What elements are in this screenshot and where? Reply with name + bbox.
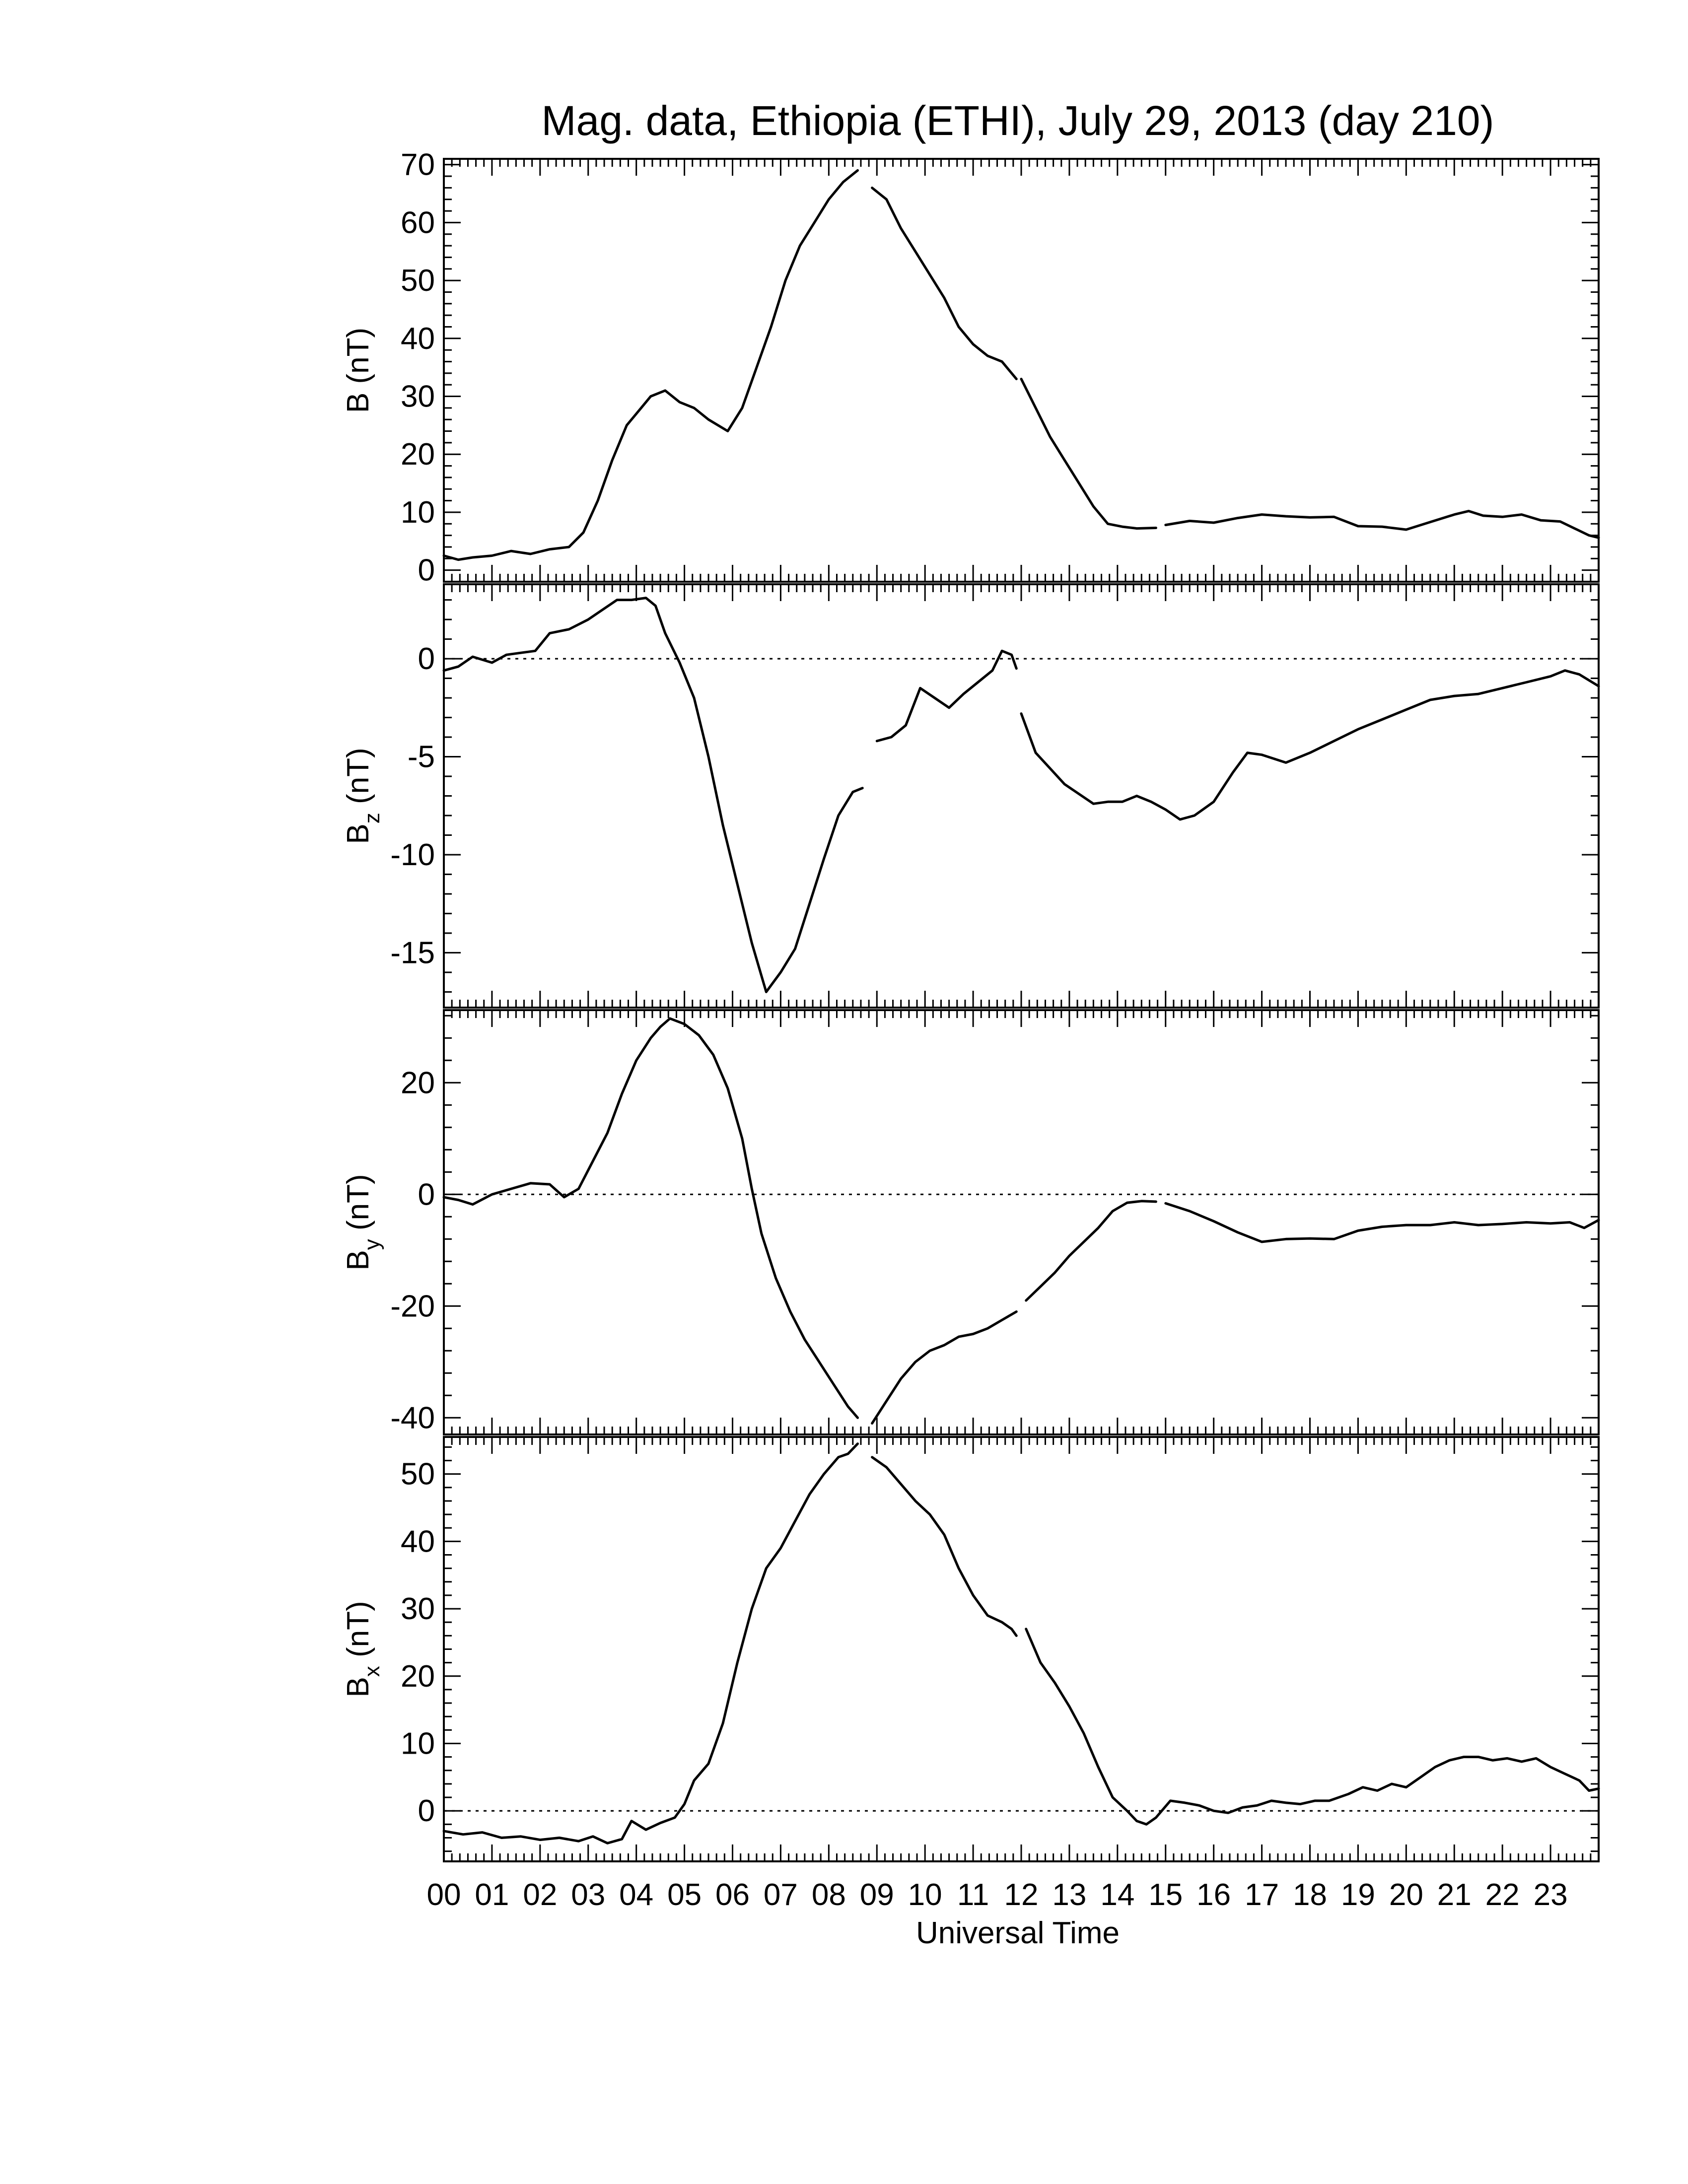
x-axis-label: Universal Time [916,1916,1120,1950]
series-line-Bz [1020,669,1600,821]
y-axis-label-subscript: y [360,1239,384,1250]
y-axis-label-main: B [341,823,375,844]
y-axis-label: Bx (nT) [341,1601,384,1697]
x-tick-label: 03 [571,1878,605,1912]
panel-B: 0 10 20 30 40 50 60 70 B (nT) [341,148,1600,588]
x-tick-label: 00 [427,1878,461,1912]
x-tick-label: 23 [1534,1878,1568,1912]
x-tick-label: 21 [1437,1878,1472,1912]
y-tick-label: 10 [401,1727,435,1761]
y-tick-label: 0 [418,642,435,676]
series-line-By [871,1310,1018,1425]
y-axis-label-main: B [341,1250,375,1270]
y-axis-label: B (nT) [341,328,375,413]
chart-title: Mag. data, Ethiopia (ETHI), July 29, 201… [542,97,1494,144]
y-tick-label: -5 [408,740,435,774]
x-tick-label: 19 [1341,1878,1375,1912]
x-tick-label: 06 [715,1878,750,1912]
y-axis-label-subscript: z [360,813,384,823]
y-tick-label: -20 [390,1289,435,1323]
y-tick-label: 50 [401,264,435,298]
series-line-B [442,169,859,561]
y-axis-label-subscript: x [360,1666,384,1677]
x-tick-label: 16 [1196,1878,1231,1912]
y-axis-label: Bz (nT) [341,748,384,844]
panel-By: 20 0 -20 -40 By (nT) [341,1009,1600,1435]
y-axis-label-main: B [341,393,375,413]
panel-Bz: 0 -5 -10 -15 Bz (nT) [341,583,1600,1009]
series-line-Bx [442,1442,859,1844]
x-tick-label: 02 [523,1878,557,1912]
x-tick-label: 07 [764,1878,798,1912]
x-tick-label: 13 [1052,1878,1086,1912]
y-tick-label: 40 [401,322,435,356]
y-axis-label: By (nT) [341,1174,384,1270]
y-tick-label: 60 [401,205,435,240]
x-tick-label: 17 [1245,1878,1279,1912]
series-line-Bx [1025,1628,1600,1826]
y-tick-label: 0 [418,1177,435,1212]
series-line-B [871,186,1018,380]
y-tick-label: 10 [401,495,435,530]
series-line-Bz [875,649,1018,743]
y-tick-label: -10 [390,838,435,872]
x-tick-label: 09 [860,1878,894,1912]
series-line-Bx [871,1456,1018,1637]
y-axis-label-unit: (nT) [341,1174,375,1239]
y-tick-label: 20 [401,437,435,472]
y-tick-label: 40 [401,1524,435,1559]
series-line-Bz [442,597,864,993]
y-tick-label: -40 [390,1401,435,1435]
series-line-By [1025,1200,1157,1302]
x-tick-labels: 00 01 02 03 04 05 06 07 08 09 10 11 12 13 14 15 16 17 18 19… [427,1878,1568,1912]
series-line-B [1164,510,1600,539]
y-tick-label: 30 [401,1592,435,1626]
x-tick-label: 01 [475,1878,509,1912]
panel-Bx: 0 10 20 30 40 50 Bx (nT) [341,1436,1600,1862]
y-tick-label: 20 [401,1066,435,1100]
y-tick-label: 30 [401,380,435,414]
y-tick-label: 0 [418,1794,435,1828]
x-tick-label: 18 [1293,1878,1327,1912]
y-axis-label-unit: (nT) [341,748,375,813]
y-axis-label-unit: (nT) [341,1601,375,1666]
x-tick-label: 22 [1485,1878,1520,1912]
y-axis-label-main: B [341,1677,375,1697]
x-tick-label: 14 [1100,1878,1134,1912]
x-tick-label: 15 [1148,1878,1183,1912]
series-line-By [1164,1202,1600,1243]
x-tick-label: 20 [1389,1878,1423,1912]
y-axis-label-unit: (nT) [341,328,375,393]
panel-frame [443,158,1600,583]
x-tick-label: 11 [957,1878,989,1912]
y-tick-label: -15 [390,936,435,970]
x-tick-label: 10 [908,1878,942,1912]
series-line-B [1020,378,1157,530]
series-line-By [442,1017,859,1419]
y-tick-label: 50 [401,1457,435,1492]
x-tick-label: 08 [812,1878,846,1912]
y-tick-label: 20 [401,1659,435,1694]
y-tick-label: 0 [418,553,435,588]
panel-frame [443,1009,1600,1435]
x-tick-label: 05 [667,1878,702,1912]
panel-frame [443,1436,1600,1862]
panel-frame [443,583,1600,1009]
x-tick-label: 04 [619,1878,653,1912]
x-tick-label: 12 [1004,1878,1039,1912]
y-tick-label: 70 [401,148,435,182]
